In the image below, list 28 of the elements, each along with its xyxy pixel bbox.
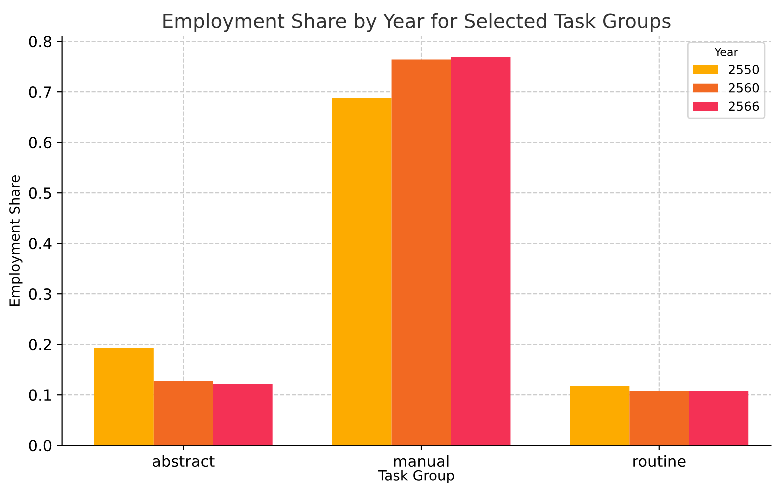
- bar: [630, 391, 690, 446]
- x-tick-label: manual: [394, 455, 449, 468]
- bar: [94, 348, 154, 446]
- y-tick-label: 0.6: [29, 137, 52, 149]
- bar: [154, 381, 214, 446]
- y-tick-label: 0.0: [29, 440, 52, 452]
- bar: [570, 386, 630, 446]
- bar: [689, 391, 749, 446]
- y-tick-label: 0.1: [29, 390, 52, 402]
- legend-label: 2560: [729, 83, 760, 93]
- bar: [451, 57, 511, 446]
- bar: [213, 384, 273, 446]
- bar: [332, 98, 392, 446]
- y-tick-label: 0.7: [29, 86, 52, 98]
- x-axis-title: Task Group: [378, 470, 454, 484]
- y-tick-label: 0.8: [29, 36, 52, 48]
- legend-title: Year: [714, 48, 738, 56]
- x-tick-label: routine: [634, 455, 686, 468]
- y-tick-label: 0.4: [29, 238, 52, 250]
- bar: [392, 60, 452, 446]
- y-axis-title: Employment Share: [9, 176, 23, 306]
- y-tick-label: 0.3: [29, 288, 52, 300]
- chart-title: Employment Share by Year for Selected Task Groups: [164, 13, 671, 32]
- legend-label: 2550: [729, 65, 760, 74]
- x-tick-label: abstract: [153, 455, 215, 468]
- y-tick-label: 0.2: [29, 339, 52, 351]
- legend-label: 2566: [729, 102, 760, 112]
- y-tick-label: 0.5: [29, 188, 52, 200]
